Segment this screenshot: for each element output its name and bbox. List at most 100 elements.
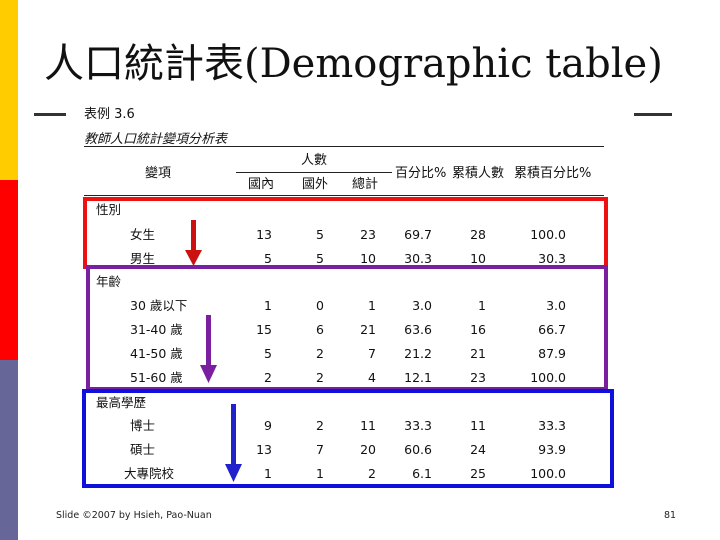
cell-percent: 30.3 [404, 251, 432, 266]
cell-total: 11 [360, 418, 376, 433]
cell-domestic: 1 [264, 298, 272, 313]
cell-cum-percent: 87.9 [538, 346, 566, 361]
cell-percent: 33.3 [404, 418, 432, 433]
header-total: 總計 [352, 177, 379, 192]
age-highlight-box [86, 265, 608, 391]
cell-cum-percent: 93.9 [538, 442, 566, 457]
cell-cum-count: 24 [470, 442, 486, 457]
cell-domestic: 2 [264, 370, 272, 385]
cell-foreign: 5 [316, 251, 324, 266]
row-label: 男生 [130, 251, 156, 266]
cell-cum-percent: 3.0 [546, 298, 566, 313]
row-label: 51-60 歲 [130, 370, 183, 385]
row-label: 31-40 歲 [130, 322, 183, 337]
header-cum-count: 累積人數 [452, 166, 505, 181]
row-label: 女生 [130, 227, 156, 242]
header-domestic: 國內 [248, 177, 275, 192]
red-arrow-shaft [191, 220, 196, 252]
header-variable: 變項 [145, 166, 172, 181]
cell-percent: 21.2 [404, 346, 432, 361]
table-caption: 表例 3.6 [84, 107, 135, 122]
cell-total: 2 [368, 466, 376, 481]
page-number: 81 [664, 510, 677, 521]
red-arrow-head [185, 250, 202, 266]
blue-down-arrow [225, 404, 242, 482]
purple-arrow-head [200, 365, 217, 383]
table-subcaption: 教師人口統計變項分析表 [84, 132, 228, 147]
blue-arrow-head [225, 464, 242, 482]
sidebar-red-block [0, 180, 18, 360]
group-label-education: 最高學歷 [96, 395, 147, 410]
education-highlight-box [82, 389, 614, 488]
cell-total: 1 [368, 298, 376, 313]
row-label: 博士 [130, 418, 156, 433]
cell-domestic: 5 [264, 346, 272, 361]
cell-domestic: 15 [256, 322, 272, 337]
cell-foreign: 0 [316, 298, 324, 313]
cell-domestic: 9 [264, 418, 272, 433]
cell-domestic: 1 [264, 466, 272, 481]
sidebar-purple-block [0, 360, 18, 540]
row-label: 大專院校 [124, 466, 175, 481]
cell-cum-count: 25 [470, 466, 486, 481]
group-label-age: 年齡 [96, 274, 122, 289]
cell-cum-count: 16 [470, 322, 486, 337]
table-top-rule [84, 146, 604, 147]
cell-cum-count: 1 [478, 298, 486, 313]
cell-total: 4 [368, 370, 376, 385]
cell-cum-percent: 100.0 [530, 227, 566, 242]
cell-total: 23 [360, 227, 376, 242]
group-label-gender: 性別 [96, 202, 122, 217]
cell-total: 10 [360, 251, 376, 266]
cell-cum-count: 28 [470, 227, 486, 242]
gender-highlight-box [83, 197, 608, 269]
row-label: 41-50 歲 [130, 346, 183, 361]
slide-sidebar [0, 0, 18, 540]
cell-domestic: 13 [256, 227, 272, 242]
blue-arrow-shaft [231, 404, 236, 466]
cell-percent: 12.1 [404, 370, 432, 385]
purple-arrow-shaft [206, 315, 211, 367]
cell-percent: 69.7 [404, 227, 432, 242]
header-cum-percent: 累積百分比% [514, 166, 592, 181]
header-foreign: 國外 [302, 177, 329, 192]
cell-foreign: 5 [316, 227, 324, 242]
cell-foreign: 1 [316, 466, 324, 481]
header-percent: 百分比% [395, 166, 447, 181]
purple-down-arrow [200, 315, 217, 383]
title-rule-left [34, 113, 66, 116]
cell-total: 21 [360, 322, 376, 337]
cell-total: 20 [360, 442, 376, 457]
cell-domestic: 13 [256, 442, 272, 457]
cell-percent: 63.6 [404, 322, 432, 337]
count-group-rule [236, 172, 392, 173]
cell-foreign: 7 [316, 442, 324, 457]
cell-foreign: 2 [316, 346, 324, 361]
cell-total: 7 [368, 346, 376, 361]
cell-foreign: 2 [316, 370, 324, 385]
footer-credit: Slide ©2007 by Hsieh, Pao-Nuan [56, 510, 212, 521]
cell-cum-count: 23 [470, 370, 486, 385]
header-count-group: 人數 [301, 153, 328, 168]
cell-cum-count: 11 [470, 418, 486, 433]
header-bottom-rule [84, 195, 604, 196]
cell-cum-count: 10 [470, 251, 486, 266]
cell-cum-percent: 30.3 [538, 251, 566, 266]
cell-cum-percent: 33.3 [538, 418, 566, 433]
cell-percent: 60.6 [404, 442, 432, 457]
cell-cum-count: 21 [470, 346, 486, 361]
title-rule-right [634, 113, 672, 116]
cell-percent: 6.1 [412, 466, 432, 481]
cell-percent: 3.0 [412, 298, 432, 313]
row-label: 30 歲以下 [130, 298, 188, 313]
sidebar-yellow-block [0, 0, 18, 180]
cell-cum-percent: 66.7 [538, 322, 566, 337]
cell-foreign: 2 [316, 418, 324, 433]
cell-cum-percent: 100.0 [530, 466, 566, 481]
red-down-arrow [185, 220, 202, 266]
slide-title: 人口統計表(Demographic table) [44, 41, 663, 87]
cell-foreign: 6 [316, 322, 324, 337]
row-label: 碩士 [130, 442, 156, 457]
cell-domestic: 5 [264, 251, 272, 266]
cell-cum-percent: 100.0 [530, 370, 566, 385]
